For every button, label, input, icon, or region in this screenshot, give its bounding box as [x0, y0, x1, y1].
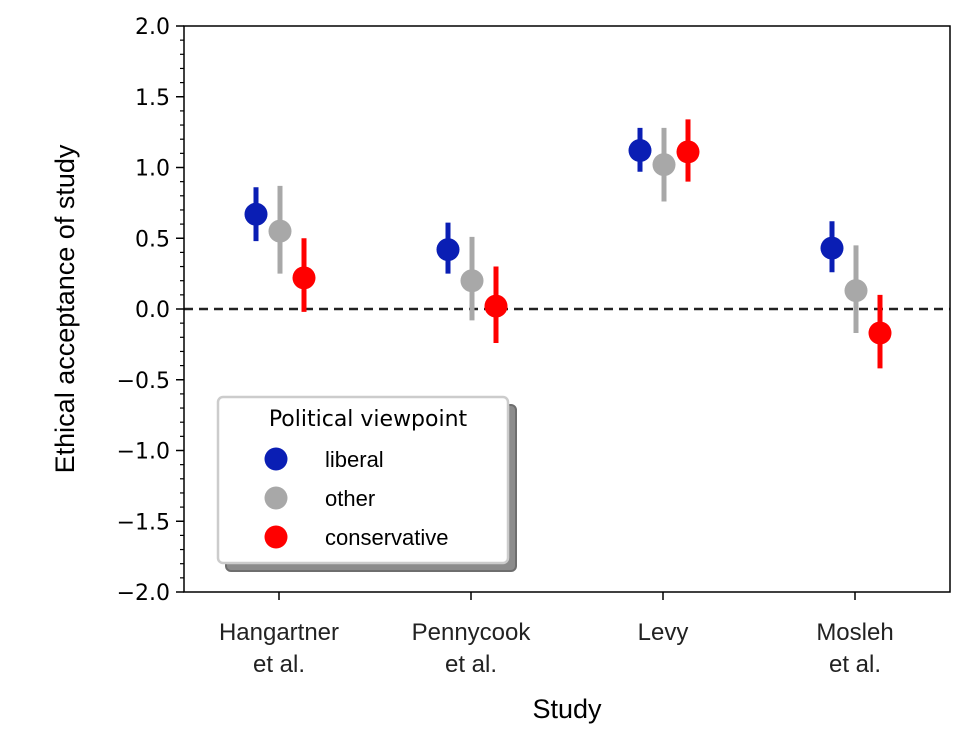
y-tick-label: 2.0 — [135, 15, 170, 40]
legend-label-liberal: liberal — [325, 447, 384, 472]
point-conservative — [676, 140, 700, 164]
point-other — [652, 153, 676, 177]
point-other — [268, 219, 292, 243]
x-tick-label: Pennycook — [412, 619, 532, 646]
point-liberal — [628, 139, 652, 163]
y-axis-title: Ethical acceptance of study — [50, 144, 80, 473]
plot-frame — [183, 25, 951, 593]
legend: Political viewpoint liberal other conserva… — [216, 395, 517, 572]
legend-marker-conservative — [264, 525, 288, 549]
legend-title: Political viewpoint — [269, 407, 468, 432]
y-tick-label: 0.0 — [135, 298, 170, 323]
y-tick-label: 0.5 — [135, 227, 170, 252]
y-tick-label: −0.5 — [117, 369, 170, 394]
point-conservative — [292, 266, 316, 290]
x-tick-label: et al. — [829, 651, 881, 678]
legend-label-other: other — [325, 486, 375, 511]
point-conservative — [868, 321, 892, 345]
x-tick-label: et al. — [445, 651, 497, 678]
x-axis-ticks: Hangartner et al. Pennycook et al. Levy Mosle… — [219, 592, 894, 678]
plot-marks — [184, 119, 950, 369]
y-tick-label: −1.5 — [117, 510, 170, 535]
point-liberal — [244, 202, 268, 226]
point-conservative — [484, 294, 508, 318]
y-tick-label: −2.0 — [117, 581, 170, 606]
x-tick-label: Hangartner — [219, 619, 339, 646]
y-axis-ticks: 2.0 1.5 1.0 0.5 0.0 −0.5 −1.0 −1.5 −2.0 — [117, 15, 184, 606]
point-other — [460, 269, 484, 293]
legend-entries: liberal other conservative — [264, 447, 449, 550]
x-tick-label: Mosleh — [816, 619, 893, 646]
y-tick-label: 1.0 — [135, 157, 170, 182]
legend-marker-liberal — [264, 447, 288, 471]
x-tick-label: et al. — [253, 651, 305, 678]
y-tick-label: −1.0 — [117, 440, 170, 465]
x-axis-title: Study — [532, 694, 602, 724]
legend-marker-other — [264, 486, 288, 510]
point-liberal — [820, 236, 844, 260]
legend-label-conservative: conservative — [325, 525, 449, 550]
x-tick-label: Levy — [638, 619, 689, 646]
y-tick-label: 1.5 — [135, 86, 170, 111]
point-liberal — [436, 238, 460, 262]
legend-box — [216, 395, 510, 565]
point-other — [844, 279, 868, 303]
